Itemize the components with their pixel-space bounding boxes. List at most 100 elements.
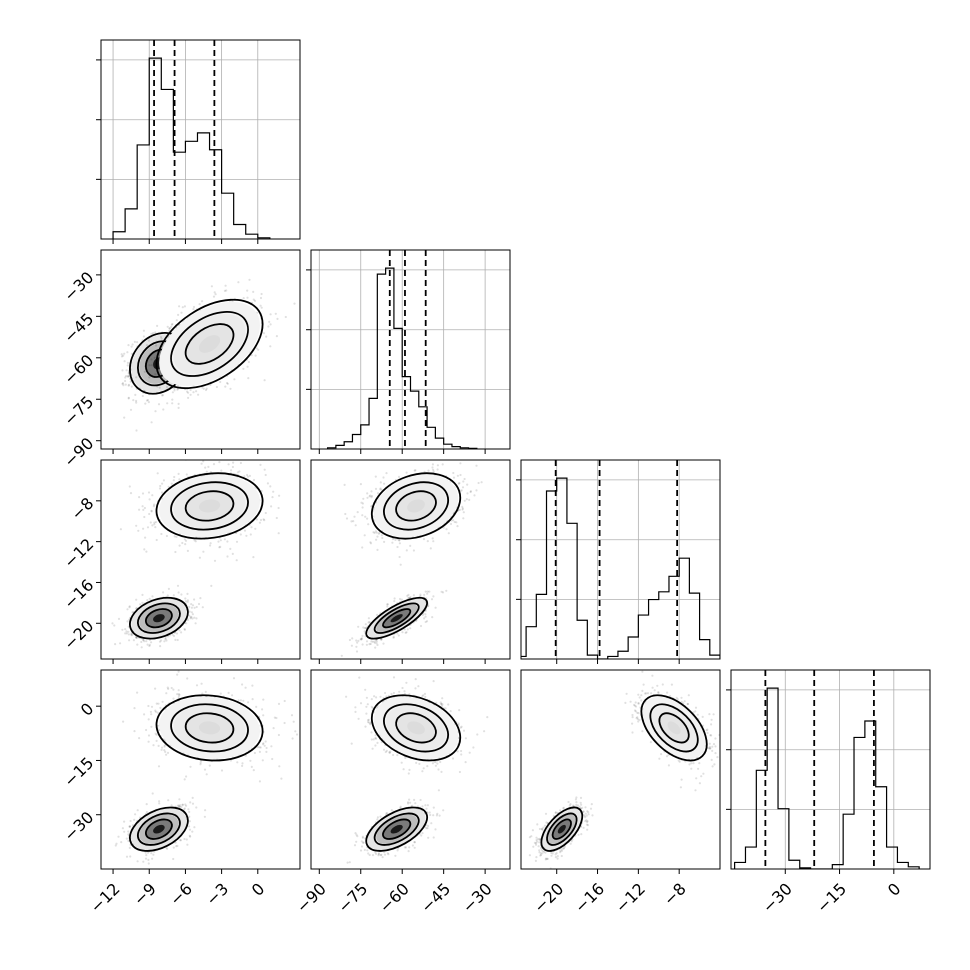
sample-point [351, 637, 354, 640]
y-tick-label: −20 [60, 616, 97, 653]
sample-point [175, 632, 179, 635]
sample-point [445, 589, 448, 592]
sample-point [392, 636, 395, 639]
sample-point [363, 534, 366, 537]
sample-point [272, 490, 275, 493]
sample-point [154, 410, 157, 413]
sample-point [143, 506, 146, 510]
sample-point [270, 505, 273, 508]
sample-point [173, 535, 176, 538]
sample-point [220, 469, 223, 472]
sample-point [177, 406, 180, 409]
sample-point [259, 296, 263, 300]
sample-point [204, 466, 207, 469]
sample-point [153, 503, 156, 506]
sample-point [462, 480, 465, 483]
sample-point [379, 481, 382, 484]
sample-point [233, 378, 236, 381]
sample-point [172, 634, 176, 638]
sample-point [178, 478, 181, 481]
sample-point [246, 365, 249, 368]
sample-point [122, 354, 125, 357]
sample-point [405, 471, 408, 474]
sample-point [160, 639, 163, 642]
sample-point [258, 521, 261, 524]
sample-point [459, 462, 462, 465]
sample-point [135, 376, 138, 379]
sample-point [409, 596, 412, 599]
sample-point [382, 642, 385, 645]
contour-0 [129, 596, 189, 640]
sample-point [223, 538, 226, 541]
sample-point [396, 632, 399, 635]
sample-point [361, 546, 364, 549]
sample-point [226, 381, 229, 385]
y-tick-label: −30 [60, 268, 97, 305]
sample-point [141, 593, 144, 597]
sample-point [150, 509, 153, 512]
sample-point [161, 482, 164, 485]
sample-point [167, 485, 170, 488]
sample-point [380, 534, 383, 537]
sample-point [134, 393, 137, 396]
sample-point [128, 606, 131, 609]
sample-point [120, 355, 124, 358]
sample-point [135, 598, 138, 601]
sample-point [364, 626, 367, 630]
scatter-1-0 [101, 278, 296, 432]
sample-point [140, 646, 143, 649]
sample-point [205, 387, 208, 390]
sample-point [434, 606, 437, 609]
panel-2-1 [310, 459, 511, 664]
sample-point [188, 610, 191, 613]
sample-point [161, 394, 165, 397]
sample-point [252, 478, 256, 482]
sample-point [142, 508, 145, 511]
sample-point [381, 536, 384, 540]
contour-1 [137, 602, 181, 634]
sample-point [172, 594, 175, 597]
sample-point [143, 640, 146, 643]
sample-point [246, 473, 249, 477]
sample-point [137, 372, 140, 375]
sample-point [148, 512, 151, 516]
sample-point [156, 324, 159, 327]
sample-point [371, 640, 374, 643]
sample-point [259, 518, 263, 522]
sample-point [148, 644, 151, 648]
sample-point [246, 289, 249, 292]
sample-point [269, 313, 272, 316]
sample-point [123, 352, 126, 355]
sample-point [380, 638, 383, 641]
sample-point [204, 388, 208, 392]
sample-point [141, 492, 145, 495]
histogram-0 [112, 57, 271, 239]
sample-point [174, 550, 177, 554]
sample-point [210, 584, 213, 588]
sample-point [129, 492, 133, 495]
sample-point [360, 637, 363, 640]
density-fill [390, 614, 403, 623]
sample-point [245, 534, 248, 537]
sample-point [423, 593, 426, 597]
sample-point [269, 485, 272, 488]
sample-point [355, 650, 359, 653]
sample-point [219, 380, 222, 384]
sample-point [165, 639, 168, 642]
sample-point [119, 528, 122, 531]
sample-point [190, 606, 193, 609]
sample-point [121, 628, 124, 631]
sample-point [215, 385, 218, 389]
sample-point [369, 642, 372, 646]
sample-point [168, 327, 171, 330]
sample-point [147, 339, 150, 342]
panel-frame [310, 249, 511, 450]
sample-point [131, 343, 134, 346]
sample-point [138, 496, 141, 499]
sample-point [284, 315, 287, 319]
sample-point [262, 332, 266, 335]
sample-point [165, 534, 168, 538]
sample-point [135, 399, 138, 402]
sample-point [224, 284, 227, 287]
sample-point [350, 644, 353, 647]
